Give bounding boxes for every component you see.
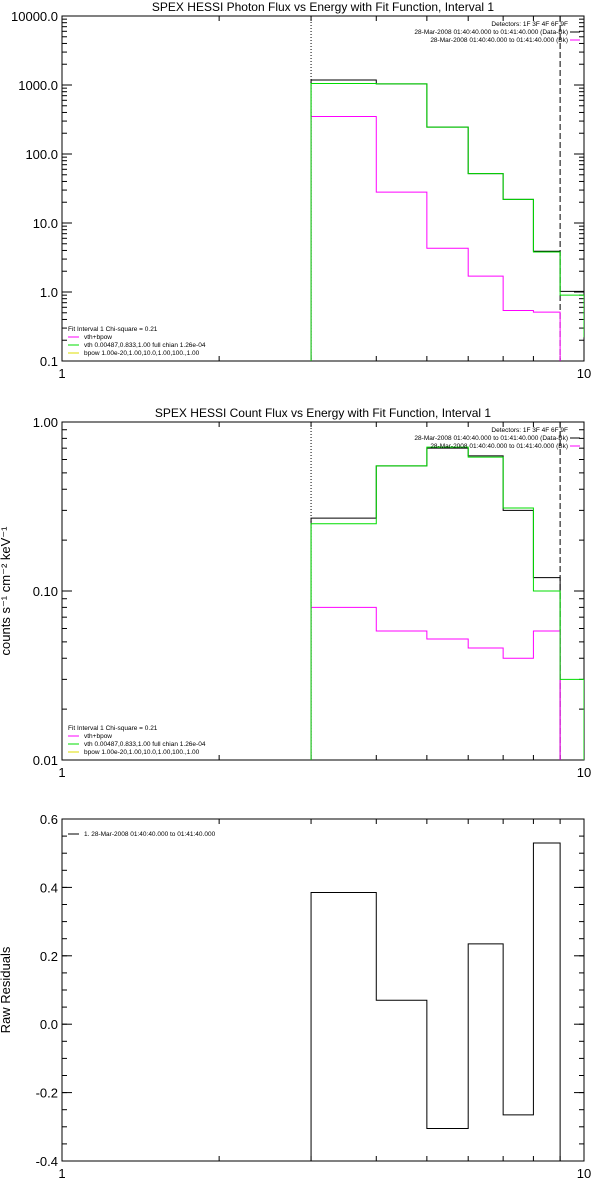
y-tick-label: -0.2 (36, 1086, 58, 1101)
x-tick-label: 1 (58, 765, 65, 780)
chart-title: SPEX HESSI Photon Flux vs Energy with Fi… (152, 0, 494, 14)
y-tick-label: 1.00 (33, 415, 58, 430)
y-tick-label: 100.0 (25, 147, 58, 162)
legend-right-entry: Detectors: 1F 3F 4F 6F 9F (491, 427, 568, 434)
y-tick-label: 1000.0 (18, 78, 58, 93)
x-tick-label: 1 (58, 366, 65, 381)
y-tick-label: 0.01 (33, 753, 58, 768)
plot-frame (61, 818, 585, 1162)
chart-panel-2: SPEX HESSI Count Flux vs Energy with Fit… (0, 406, 591, 780)
legend-right-entry: 28-Mar-2008 01:40:40.000 to 01:41:40.000… (430, 443, 568, 450)
series-group (310, 79, 584, 361)
x-tick-label: 10 (577, 1166, 591, 1181)
y-tick-label: 0.10 (33, 584, 58, 599)
y-tick-label: -0.4 (36, 1154, 58, 1169)
legend-left-entry: vth 0.00487,0.833,1.00 full chian 1.26e-… (84, 342, 206, 349)
series-vth-bpow (310, 606, 561, 760)
legend-left-entry: vth+bpow (84, 334, 112, 341)
legend-right-entry: 28-Mar-2008 01:40:40.000 to 01:41:40.000… (414, 435, 568, 442)
legend-left-entry: vth 0.00487,0.833,1.00 full chian 1.26e-… (84, 741, 206, 748)
y-axis-label: counts s⁻¹ cm⁻² keV⁻¹ (0, 526, 13, 656)
y-axis-label: Raw Residuals (0, 946, 13, 1033)
series-vth-bpow (310, 115, 561, 361)
y-tick-label: 10.0 (33, 216, 58, 231)
legend-left-entry: vth+bpow (84, 733, 112, 740)
x-tick-label: 10 (577, 765, 591, 780)
legend-right-entry: 28-Mar-2008 01:40:40.000 to 01:41:40.000… (414, 29, 568, 36)
chart-panel-1: SPEX HESSI Photon Flux vs Energy with Fi… (11, 0, 591, 381)
legend-left-entry: 1. 28-Mar-2008 01:40:40.000 to 01:41:40.… (84, 831, 216, 838)
series-vth (310, 446, 584, 760)
y-tick-label: 0.0 (40, 1017, 58, 1032)
legend-left-entry: Fit Interval 1 Chi-square = 0.21 (68, 326, 158, 333)
y-tick-label: 0.2 (40, 949, 58, 964)
series-data (310, 447, 561, 760)
legend-right-entry: 28-Mar-2008 01:40:40.000 to 01:41:40.000… (430, 37, 568, 44)
y-tick-label: 0.6 (40, 812, 58, 827)
series-1-28-mar-2008-01-40-40-000-to-01-41-40-000 (310, 842, 561, 1161)
y-tick-label: 0.1 (40, 354, 58, 369)
chart-panel-3: 1 10 -0.4 -0.2 0.0 0.2 0.4 0.6 Raw Residuals 1. 2… (0, 812, 591, 1181)
y-tick-label: 1.0 (40, 285, 58, 300)
x-tick-label: 10 (577, 366, 591, 381)
legend-left-entry: bpow 1.00e-20,1.00,10.0,1.00,100.,1.00 (84, 350, 200, 357)
x-tick-label: 1 (58, 1166, 65, 1181)
series-group (310, 842, 561, 1161)
legend-left-entry: Fit Interval 1 Chi-square = 0.21 (68, 725, 158, 732)
series-group (310, 446, 584, 760)
series-data (310, 79, 584, 361)
legend-left-entry: bpow 1.00e-20,1.00,10.0,1.00,100.,1.00 (84, 749, 200, 756)
legend-right-entry: Detectors: 1F 3F 4F 6F 9F (491, 21, 568, 28)
chart-title: SPEX HESSI Count Flux vs Energy with Fit… (155, 406, 491, 420)
series-vth (310, 83, 584, 361)
plot-frame (61, 15, 585, 362)
plot-frame (61, 421, 585, 761)
y-tick-label: 10000.0 (11, 9, 58, 24)
y-tick-label: 0.4 (40, 880, 58, 895)
